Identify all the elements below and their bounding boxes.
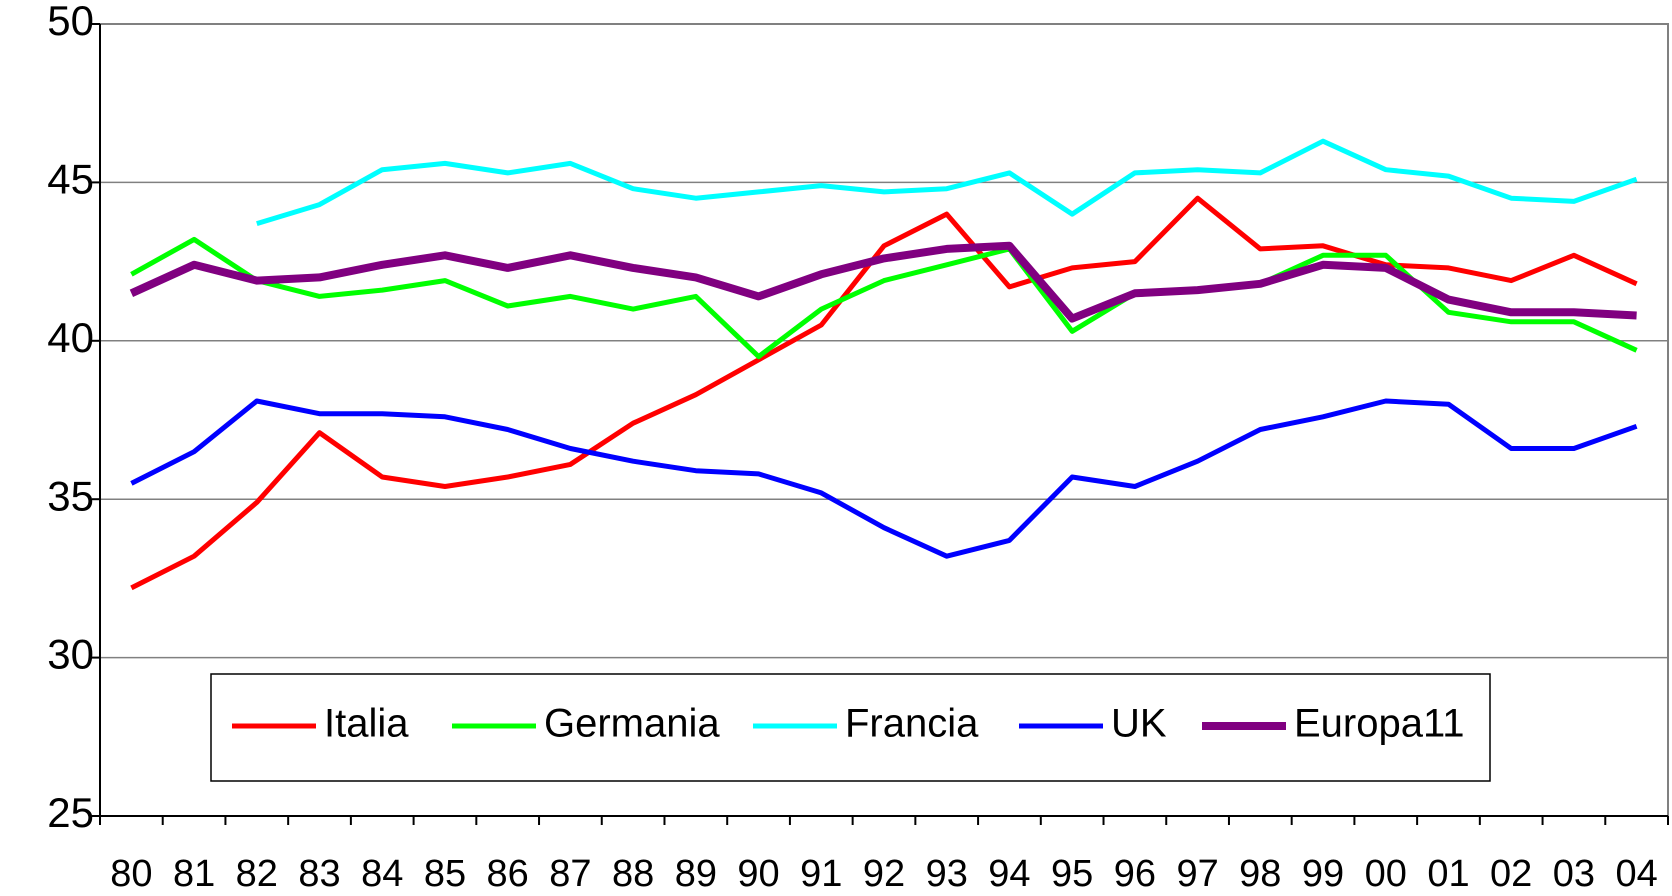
series-line: [129, 241, 1637, 323]
series-line: [130, 398, 1638, 559]
x-tick-label: 94: [988, 853, 1030, 895]
x-tick-label: 81: [173, 853, 215, 895]
y-tick-label: 50: [47, 0, 94, 44]
x-tick-label: 87: [549, 853, 591, 895]
y-tick-label: 35: [47, 472, 94, 519]
x-tick-label: 84: [361, 853, 403, 895]
x-tick-label: 02: [1490, 853, 1532, 895]
x-tick-label: 85: [424, 853, 466, 895]
x-tick-label: 80: [110, 853, 152, 895]
x-tick-label: 03: [1553, 853, 1595, 895]
x-tick-label: 89: [675, 853, 717, 895]
x-tick-label: 83: [298, 853, 340, 895]
legend-label: Italia: [324, 702, 409, 746]
x-tick-label: 98: [1239, 853, 1281, 895]
x-tick-label: 97: [1176, 853, 1218, 895]
series-line: [256, 138, 1638, 226]
x-tick-label: 90: [737, 853, 779, 895]
y-tick-label: 25: [47, 789, 94, 836]
x-tick-label: 04: [1615, 853, 1657, 895]
x-tick-label: 93: [926, 853, 968, 895]
x-tick-label: 92: [863, 853, 905, 895]
x-tick-label: 95: [1051, 853, 1093, 895]
x-tick-label: 82: [236, 853, 278, 895]
x-tick-label: 01: [1427, 853, 1469, 895]
x-tick-label: 88: [612, 853, 654, 895]
x-tick-label: 86: [487, 853, 529, 895]
y-tick-label: 30: [47, 631, 94, 678]
x-tick-label: 00: [1365, 853, 1407, 895]
legend-label: Francia: [845, 702, 979, 746]
y-tick-label: 45: [47, 155, 94, 202]
x-tick-label: 96: [1114, 853, 1156, 895]
x-tick-label: 99: [1302, 853, 1344, 895]
legend-label: Europa11: [1294, 702, 1465, 746]
y-tick-label: 40: [47, 314, 94, 361]
legend-label: UK: [1111, 702, 1167, 746]
series-line: [130, 236, 1638, 360]
legend-label: Germania: [544, 702, 720, 746]
x-tick-label: 91: [800, 853, 842, 895]
